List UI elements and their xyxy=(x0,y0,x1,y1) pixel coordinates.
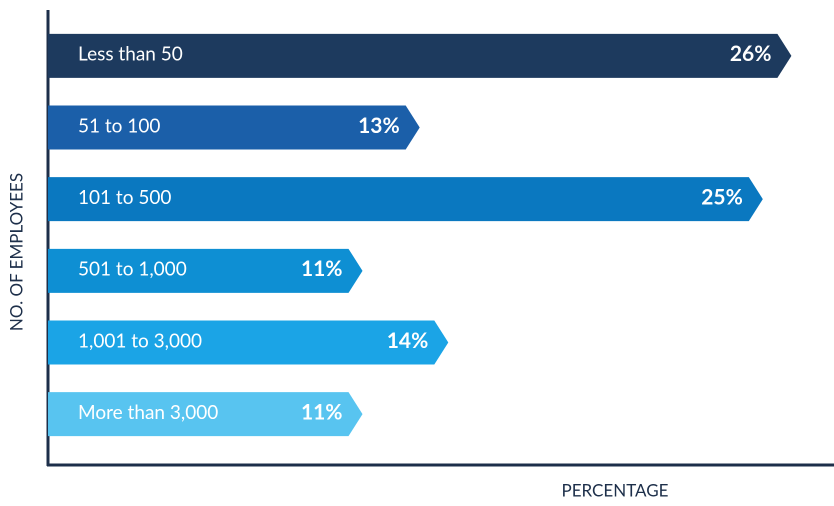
bar xyxy=(48,177,763,222)
value-label: 25% xyxy=(701,185,743,210)
category-label: 51 to 100 xyxy=(78,114,160,137)
y-axis-label: NO. OF EMPLOYEES xyxy=(5,173,26,331)
bar xyxy=(48,320,449,365)
bar xyxy=(48,248,363,293)
value-label: 11% xyxy=(301,256,343,281)
category-label: Less than 50 xyxy=(78,43,183,66)
category-label: 1,001 to 3,000 xyxy=(78,329,202,352)
value-label: 11% xyxy=(301,400,343,425)
bar xyxy=(48,392,363,437)
value-label: 14% xyxy=(387,328,429,353)
bar xyxy=(48,105,420,150)
bar xyxy=(48,33,792,78)
value-label: 13% xyxy=(358,113,400,138)
category-label: 501 to 1,000 xyxy=(78,258,187,281)
category-label: 101 to 500 xyxy=(78,186,171,209)
category-label: More than 3,000 xyxy=(78,401,218,424)
value-label: 26% xyxy=(730,41,772,66)
x-axis-label: PERCENTAGE xyxy=(562,479,669,500)
